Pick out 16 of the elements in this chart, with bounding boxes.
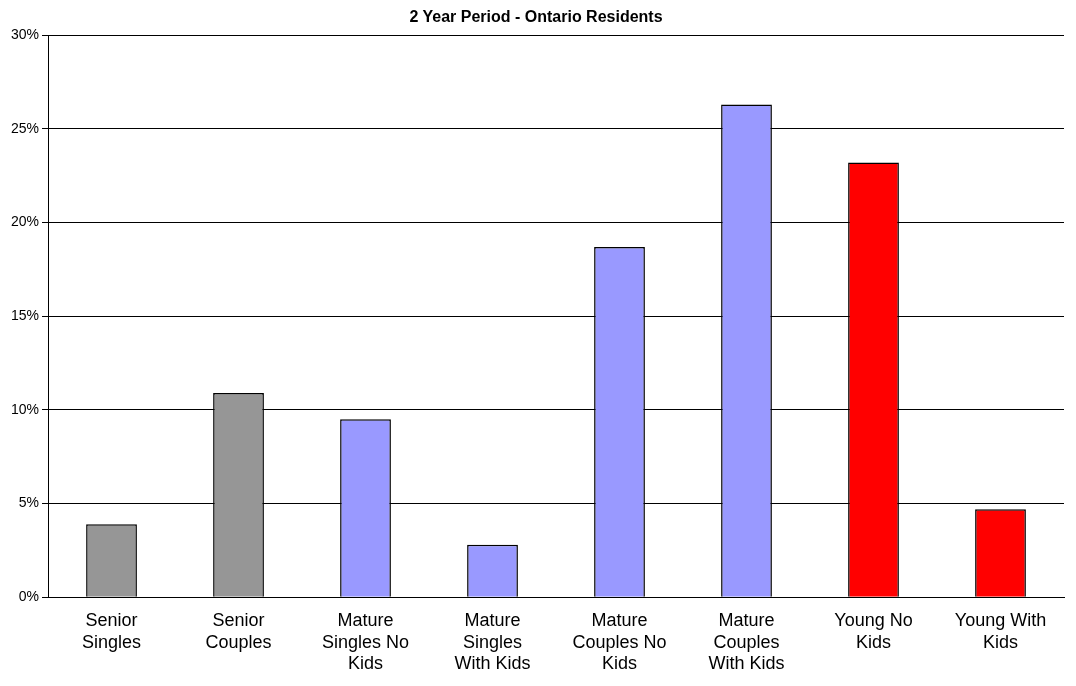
x-tick-label: Mature Singles With Kids [454,609,531,674]
y-tick-label: 5% [18,494,40,511]
x-tick-label: Young No Kids [834,609,913,652]
y-tick-label: 25% [10,119,40,136]
x-tick-label: Senior Couples [205,609,272,652]
x-tick-label: Mature Couples With Kids [708,609,785,674]
y-tick-label: 20% [10,213,40,230]
y-tick-label: 15% [10,307,40,324]
x-tick-label: Young With Kids [954,609,1047,652]
x-tick-label: Mature Couples No Kids [572,609,667,674]
y-tick-label: 0% [18,588,40,605]
x-tick-label: Mature Singles No Kids [321,609,410,674]
y-tick-label: 30% [10,26,40,43]
y-tick-label: 10% [10,400,40,417]
x-tick-label: Senior Singles [82,609,142,652]
chart-title: 2 Year Period - Ontario Residents [409,8,663,26]
